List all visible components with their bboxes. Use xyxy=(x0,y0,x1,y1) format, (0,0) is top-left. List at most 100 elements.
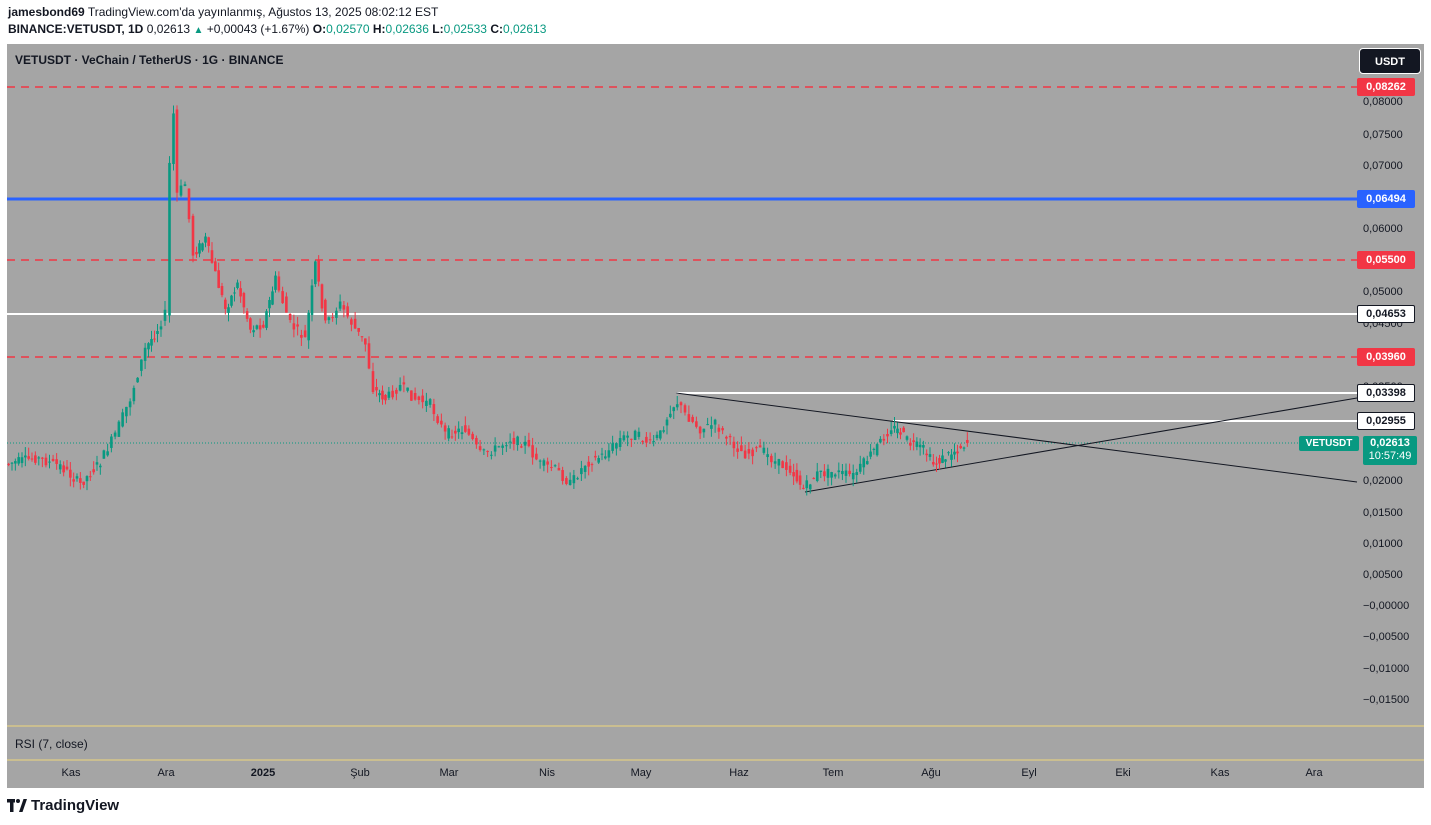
candle-body xyxy=(792,472,795,477)
candle-body xyxy=(252,330,255,333)
candle-body xyxy=(30,458,34,460)
candle-body xyxy=(150,338,153,346)
candle-body xyxy=(932,461,935,465)
price-change: +0,00043 (+1.67%) xyxy=(206,22,310,36)
candle-body xyxy=(875,444,879,456)
bar-countdown: 10:57:49 xyxy=(1368,450,1412,462)
candle-body xyxy=(622,435,626,441)
candle-body xyxy=(207,237,210,246)
x-tick: Tem xyxy=(822,767,844,779)
tradingview-logo-icon xyxy=(7,799,27,812)
candle-body xyxy=(82,481,85,485)
candle-body xyxy=(645,436,648,443)
y-tick: −0,01500 xyxy=(1363,694,1410,706)
candle-body xyxy=(902,427,905,433)
close-value: 0,02613 xyxy=(503,22,547,36)
currency-button[interactable]: USDT xyxy=(1359,48,1421,74)
candle-body xyxy=(140,359,143,371)
candle-body xyxy=(395,389,398,394)
level-tag[interactable]: 0,03960 xyxy=(1357,348,1415,366)
candle-body xyxy=(331,317,334,319)
candle-body xyxy=(675,404,679,408)
low-value: 0,02533 xyxy=(443,22,487,36)
level-tag[interactable]: 0,04653 xyxy=(1357,305,1415,323)
candle-body xyxy=(837,470,841,473)
candle-body xyxy=(292,323,296,330)
candle-body xyxy=(117,421,121,437)
candle-body xyxy=(34,455,37,463)
candle-body xyxy=(460,432,464,435)
level-tag[interactable]: 0,03398 xyxy=(1357,384,1415,402)
candle-body xyxy=(41,457,44,459)
x-tick: Nis xyxy=(539,767,555,779)
candle-body xyxy=(136,377,139,383)
candle-body xyxy=(565,478,568,484)
x-tick: Eyl xyxy=(1021,767,1037,779)
high-label: H: xyxy=(372,22,386,36)
level-tag[interactable]: 0,08262 xyxy=(1357,78,1415,96)
candle-body xyxy=(324,299,327,321)
candle-body xyxy=(743,450,747,459)
level-tag[interactable]: 0,06494 xyxy=(1357,190,1415,208)
candle-body xyxy=(277,276,281,291)
level-tag[interactable]: 0,02955 xyxy=(1357,412,1415,430)
candle-body xyxy=(288,313,292,320)
candle-body xyxy=(187,188,191,220)
candle-body xyxy=(740,445,743,452)
candle-body xyxy=(143,347,147,361)
candle-body xyxy=(378,393,381,396)
candle-body xyxy=(702,428,706,433)
price-chart[interactable] xyxy=(7,44,1424,788)
candle-body xyxy=(648,439,652,441)
candle-body xyxy=(375,387,378,391)
candle-body xyxy=(844,470,848,476)
candle-body xyxy=(896,428,899,434)
candle-body xyxy=(882,438,886,441)
candle-body xyxy=(48,461,51,463)
candle-body xyxy=(398,384,402,391)
candle-body xyxy=(307,312,310,341)
candle-body xyxy=(826,468,830,478)
candle-body xyxy=(523,441,527,446)
candle-body xyxy=(179,185,183,196)
candle-body xyxy=(242,293,246,308)
candlestick-series xyxy=(7,105,969,496)
candle-body xyxy=(201,243,204,251)
candle-body xyxy=(471,433,474,440)
candle-body xyxy=(956,451,959,454)
candle-body xyxy=(335,310,338,318)
candle-body xyxy=(467,428,471,435)
author-name[interactable]: jamesbond69 xyxy=(8,5,85,19)
candle-body xyxy=(788,465,792,473)
candle-body xyxy=(848,470,851,475)
x-tick: Eki xyxy=(1115,767,1131,779)
candle-body xyxy=(357,327,360,332)
candle-body xyxy=(89,476,92,478)
candle-body xyxy=(353,318,357,329)
candle-body xyxy=(360,336,364,338)
candle-body xyxy=(95,462,99,465)
candle-body xyxy=(736,448,739,452)
candle-body xyxy=(679,402,683,406)
candle-body xyxy=(597,458,600,463)
y-tick: 0,07500 xyxy=(1363,129,1403,141)
chart-pane[interactable]: VETUSDT · VeChain / TetherUS · 1G · BINA… xyxy=(7,44,1424,788)
candle-body xyxy=(941,455,944,463)
candle-body xyxy=(37,457,41,459)
y-tick: 0,02000 xyxy=(1363,475,1403,487)
candle-body xyxy=(381,390,384,400)
level-tag[interactable]: 0,05500 xyxy=(1357,251,1415,269)
candle-body xyxy=(432,404,436,415)
candle-body xyxy=(604,456,607,459)
publish-text: TradingView.com'da yayınlanmış, Ağustos … xyxy=(87,5,439,19)
candle-body xyxy=(338,301,342,309)
candle-body xyxy=(879,438,882,443)
candle-body xyxy=(183,184,187,187)
tradingview-logo[interactable]: TradingView xyxy=(7,797,119,814)
candle-body xyxy=(268,300,271,309)
candle-body xyxy=(27,456,30,459)
candle-body xyxy=(561,470,564,481)
candle-body xyxy=(802,487,805,489)
rsi-indicator-label[interactable]: RSI (7, close) xyxy=(15,737,88,751)
brand-name: TradingView xyxy=(31,797,120,814)
